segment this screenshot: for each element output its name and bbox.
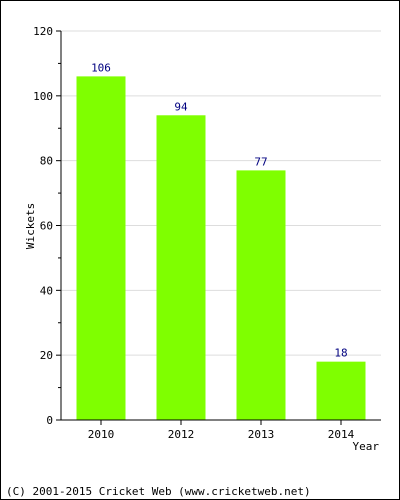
bar-2012: [156, 115, 206, 421]
x-tick-label-2013: 2013: [248, 428, 275, 441]
y-tick-label: 0: [46, 414, 53, 427]
x-tick-label-2010: 2010: [88, 428, 115, 441]
bar-2013: [236, 170, 286, 420]
copyright-footer: (C) 2001-2015 Cricket Web (www.cricketwe…: [6, 485, 311, 498]
y-tick-label: 60: [40, 220, 53, 233]
y-axis-ticks: 0 20 40 60 80 100 120: [33, 25, 61, 427]
y-axis-label: Wickets: [24, 203, 37, 249]
y-tick-label: 120: [33, 25, 53, 38]
y-tick-label: 40: [40, 284, 53, 297]
x-tick-label-2012: 2012: [168, 428, 195, 441]
x-tick-label-2014: 2014: [328, 428, 355, 441]
y-tick-label: 100: [33, 90, 53, 103]
data-labels: 106 94 77 18: [91, 61, 348, 359]
bar-2010: [76, 76, 126, 420]
data-label-2010: 106: [91, 61, 111, 74]
y-tick-label: 80: [40, 155, 53, 168]
data-label-2013: 77: [254, 155, 267, 168]
y-tick-label: 20: [40, 349, 53, 362]
bar-2014: [316, 361, 366, 420]
data-label-2012: 94: [174, 100, 188, 113]
bars: [76, 76, 366, 421]
data-label-2014: 18: [334, 347, 347, 360]
x-axis-label: Year: [353, 440, 380, 453]
x-axis-ticks: 2010 2012 2013 2014: [88, 420, 355, 441]
